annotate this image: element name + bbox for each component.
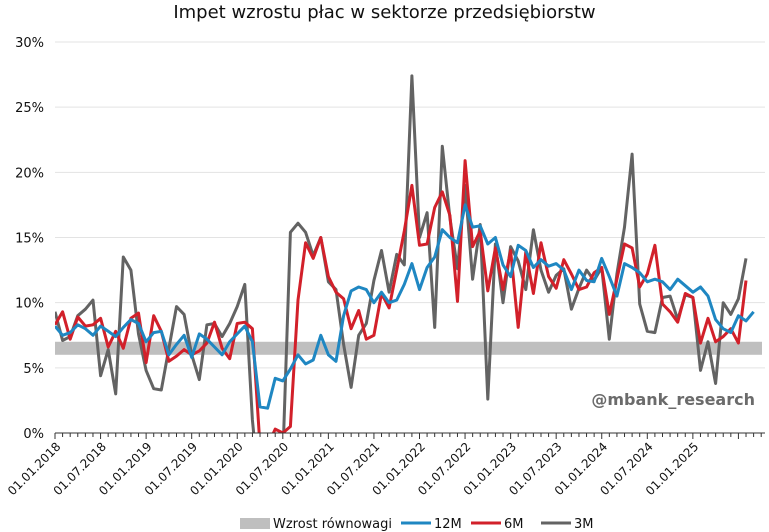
series-line-12M — [55, 203, 755, 410]
legend-swatch-band — [240, 518, 270, 529]
band-rect — [55, 341, 762, 355]
y-tick-label: 10% — [15, 297, 44, 312]
series-line-3M — [55, 74, 748, 433]
legend-label-band: Wzrost równowagi — [273, 517, 392, 532]
y-tick-label: 5% — [23, 362, 44, 377]
watermark: @mbank_research — [591, 390, 755, 409]
chart-title: Impet wzrostu płac w sektorze przedsiębi… — [173, 2, 596, 23]
legend: Wzrost równowagi 12M 6M 3M — [240, 517, 594, 532]
legend-label-3M: 3M — [574, 517, 594, 532]
y-tick-label: 0% — [23, 427, 44, 442]
legend-label-6M: 6M — [504, 517, 524, 532]
y-tick-label: 15% — [15, 232, 44, 247]
series-lines — [55, 74, 755, 433]
y-tick-label: 30% — [15, 36, 44, 51]
y-tick-label: 20% — [15, 166, 44, 181]
y-tick-label: 25% — [15, 101, 44, 116]
equilibrium-band — [55, 341, 762, 355]
legend-label-12M: 12M — [434, 517, 462, 532]
series-line-6M — [55, 159, 748, 433]
